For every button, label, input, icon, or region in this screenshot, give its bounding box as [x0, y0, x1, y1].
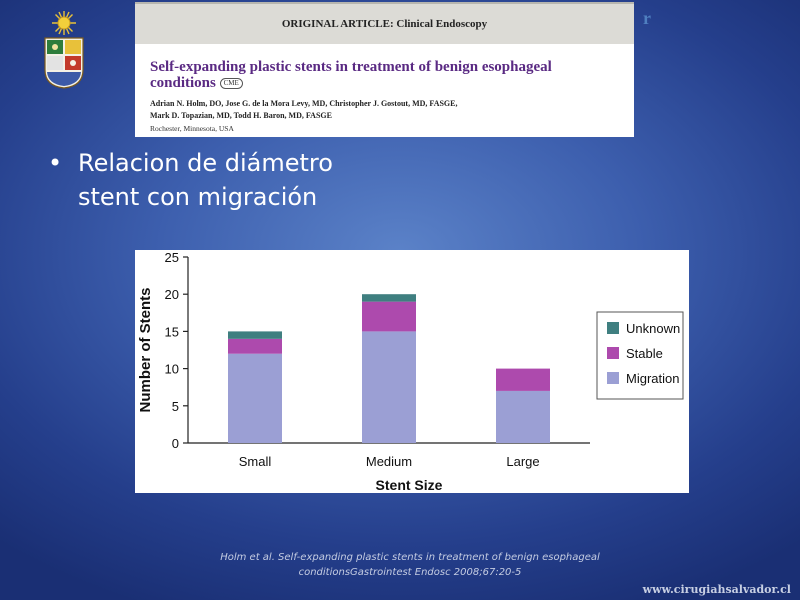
citation-line1: Holm et al. Self-expanding plastic stent…: [220, 552, 600, 563]
chart-panel: 0 5 10 15 20 25 Small Medium Large Number of St…: [135, 250, 689, 493]
x-axis-label: Stent Size: [376, 477, 443, 493]
university-crest-logo: [44, 11, 84, 89]
chart-legend: Unknown Stable Migration: [596, 311, 684, 400]
bar-medium-migration: [362, 331, 416, 443]
x-tick-label: Large: [506, 454, 539, 469]
cme-badge: CME: [219, 78, 243, 90]
y-axis-label: Number of Stents: [137, 287, 154, 412]
sun-emblem-icon: [52, 11, 76, 35]
y-tick-label: 0: [172, 436, 179, 451]
article-title-line2: conditions: [150, 75, 216, 91]
y-ticks: 0 5 10 15 20 25: [165, 250, 188, 451]
y-tick-label: 20: [165, 287, 179, 302]
header-title-fragment: r: [643, 8, 651, 28]
shield-icon: [44, 37, 84, 89]
article-section-band: [135, 2, 634, 44]
legend-label-migration: Migration: [626, 371, 679, 386]
citation-line2: conditionsGastrointest Endosc 2008;67:20…: [298, 567, 522, 578]
y-tick-label: 25: [165, 250, 179, 265]
stacked-bar-chart: 0 5 10 15 20 25 Small Medium Large Number of St…: [137, 250, 684, 493]
citation: Holm et al. Self-expanding plastic stent…: [140, 550, 680, 580]
bullet-line2: stent con migración: [78, 183, 318, 211]
legend-swatch-stable: [607, 347, 619, 359]
article-section-label: ORIGINAL ARTICLE: Clinical Endoscopy: [281, 18, 488, 30]
bar-small-unknown: [228, 331, 282, 339]
article-title: Self-expanding plastic stents in treatme…: [150, 59, 620, 91]
article-authors: Adrian N. Holm, DO, Jose G. de la Mora L…: [150, 98, 620, 122]
x-tick-label: Small: [239, 454, 272, 469]
article-authors-line2: Mark D. Topazian, MD, Todd H. Baron, MD,…: [150, 111, 332, 120]
legend-swatch-unknown: [607, 322, 619, 334]
article-title-line1: Self-expanding plastic stents in treatme…: [150, 59, 552, 75]
bars: [228, 294, 550, 443]
footer-website: www.cirugiahsalvador.cl: [642, 583, 791, 596]
bar-small-migration: [228, 353, 282, 443]
legend-label-unknown: Unknown: [626, 321, 680, 336]
bar-large-migration: [496, 390, 550, 443]
bar-large-stable: [496, 368, 550, 391]
bullet-line1: Relacion de diámetro: [78, 149, 333, 177]
legend-swatch-migration: [607, 372, 619, 384]
bar-medium-stable: [362, 301, 416, 332]
y-tick-label: 15: [165, 324, 179, 339]
legend-label-stable: Stable: [626, 346, 663, 361]
bar-medium-unknown: [362, 294, 416, 302]
article-header-image: ORIGINAL ARTICLE: Clinical Endoscopy Sel…: [135, 2, 634, 137]
x-ticks: Small Medium Large: [239, 454, 540, 469]
x-tick-label: Medium: [366, 454, 412, 469]
y-tick-label: 5: [172, 399, 179, 414]
bullet-dot-icon: •: [48, 149, 63, 177]
article-authors-line1: Adrian N. Holm, DO, Jose G. de la Mora L…: [150, 99, 458, 108]
article-affiliation: Rochester, Minnesota, USA: [150, 124, 234, 133]
bar-small-stable: [228, 338, 282, 354]
y-tick-label: 10: [165, 362, 179, 377]
